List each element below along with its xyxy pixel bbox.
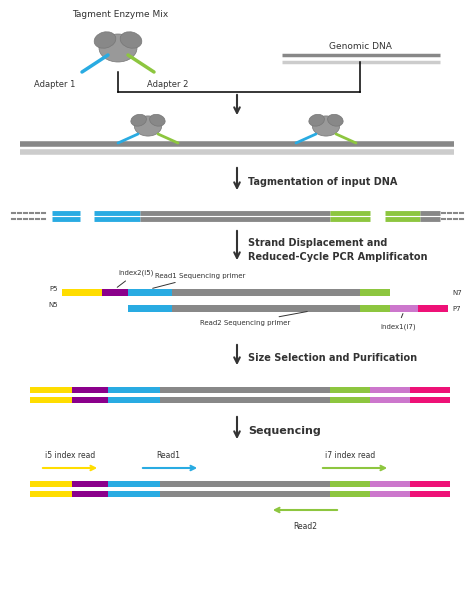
Bar [30, 397, 72, 403]
Ellipse shape [150, 114, 165, 126]
Text: P5: P5 [49, 286, 58, 292]
Bar [72, 397, 108, 403]
Text: P7: P7 [452, 306, 461, 312]
Bar [72, 387, 108, 393]
Bar [160, 481, 330, 487]
Text: Read1: Read1 [156, 451, 180, 460]
Text: Strand Displacement and: Strand Displacement and [248, 238, 387, 248]
Bar [108, 481, 160, 487]
Bar [160, 387, 330, 393]
Bar [330, 397, 370, 403]
Bar [410, 397, 450, 403]
Bar [370, 491, 410, 497]
Bar [370, 481, 410, 487]
Text: N5: N5 [48, 302, 58, 308]
Text: Reduced-Cycle PCR Amplificaton: Reduced-Cycle PCR Amplificaton [248, 252, 428, 262]
Ellipse shape [312, 116, 340, 136]
Bar [108, 491, 160, 497]
Bar [390, 304, 418, 311]
Bar [410, 491, 450, 497]
Bar [72, 491, 108, 497]
Bar [172, 288, 360, 296]
Text: Tagment Enzyme Mix: Tagment Enzyme Mix [72, 10, 168, 19]
Bar [172, 304, 360, 311]
Bar [330, 491, 370, 497]
Bar [418, 304, 448, 311]
Ellipse shape [134, 116, 162, 136]
Text: Sequencing: Sequencing [248, 426, 321, 436]
Bar [62, 288, 102, 296]
Bar [370, 387, 410, 393]
Text: Adapter 2: Adapter 2 [147, 80, 189, 89]
Bar [30, 491, 72, 497]
Text: i7 index read: i7 index read [325, 451, 375, 460]
Text: N7: N7 [452, 290, 462, 296]
Text: Size Selection and Purification: Size Selection and Purification [248, 353, 417, 363]
Text: Read1 Sequencing primer: Read1 Sequencing primer [153, 273, 246, 288]
Text: Adapter 1: Adapter 1 [34, 80, 76, 89]
Bar [128, 304, 172, 311]
Bar [410, 481, 450, 487]
Bar [330, 481, 370, 487]
Text: Tagmentation of input DNA: Tagmentation of input DNA [248, 177, 397, 187]
Ellipse shape [328, 114, 343, 126]
Ellipse shape [120, 32, 142, 48]
Text: Read2: Read2 [293, 522, 317, 531]
Text: Genomic DNA: Genomic DNA [328, 42, 392, 51]
Ellipse shape [131, 114, 146, 126]
Ellipse shape [94, 32, 116, 48]
Text: i5 index read: i5 index read [45, 451, 95, 460]
Bar [160, 397, 330, 403]
Text: Read2 Sequencing primer: Read2 Sequencing primer [200, 311, 307, 326]
Bar [72, 481, 108, 487]
Bar [108, 397, 160, 403]
Bar [108, 387, 160, 393]
Bar [360, 288, 390, 296]
Text: index2(i5): index2(i5) [117, 270, 154, 287]
Ellipse shape [99, 34, 137, 62]
Bar [30, 481, 72, 487]
Bar [102, 288, 128, 296]
Bar [30, 387, 72, 393]
Bar [160, 491, 330, 497]
Bar [360, 304, 390, 311]
Bar [370, 397, 410, 403]
Ellipse shape [309, 114, 324, 126]
Text: index1(i7): index1(i7) [380, 314, 416, 330]
Bar [410, 387, 450, 393]
Bar [128, 288, 172, 296]
Bar [330, 387, 370, 393]
